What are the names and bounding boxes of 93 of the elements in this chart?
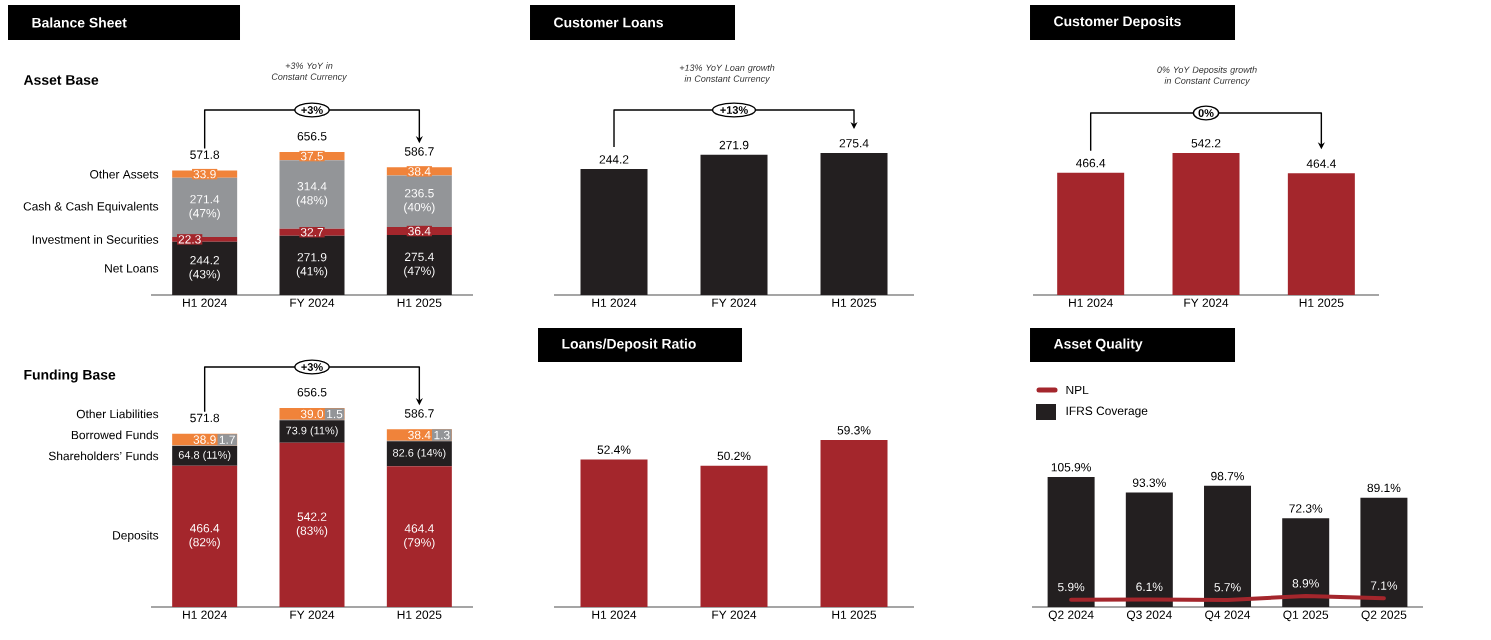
data-label: 1.7 — [219, 435, 235, 444]
series-label: Shareholders’ Funds — [48, 451, 159, 461]
data-label: 271.4 (47%) — [189, 195, 220, 220]
series-label: Other Assets — [90, 169, 159, 179]
x-tick-label: H1 2024 — [592, 610, 637, 619]
data-label: 542.2 (83%) — [296, 512, 328, 538]
data-label: 33.9 — [193, 169, 216, 179]
data-label: 466.4 (82%) — [189, 523, 220, 549]
data-label: 37.5 — [300, 151, 324, 161]
data-label: 542.2 — [1191, 139, 1221, 148]
data-label: 466.4 — [1076, 158, 1106, 168]
x-tick-label: FY 2024 — [1184, 298, 1229, 307]
legend-label: IFRS Coverage — [1066, 406, 1148, 418]
data-label: 1.5 — [327, 409, 343, 419]
chart-title: Loans/Deposit Ratio — [562, 338, 696, 352]
x-tick-label: H1 2025 — [832, 610, 877, 619]
total-label: 656.5 — [297, 388, 327, 397]
x-tick-label: Q3 2024 — [1126, 610, 1172, 622]
x-tick-label: FY 2024 — [290, 610, 335, 619]
data-label: 93.3% — [1132, 478, 1166, 487]
data-label: 271.9 — [719, 140, 749, 150]
chart-title: Customer Deposits — [1054, 15, 1181, 29]
data-label: 38.4 — [408, 167, 431, 176]
total-label: 586.7 — [404, 147, 434, 156]
data-label: 98.7% — [1211, 471, 1245, 481]
total-label: 586.7 — [404, 409, 434, 418]
data-label: 22.3 — [178, 235, 201, 244]
chart-subtitle: Asset Base — [23, 75, 99, 85]
x-tick-label: FY 2024 — [712, 610, 757, 619]
chart-title: Asset Quality — [1053, 338, 1143, 352]
text: +3% — [301, 363, 323, 371]
series-label: Deposits — [113, 530, 159, 542]
series-label: Other Liabilities — [76, 409, 159, 419]
text: 0% YoY Deposits growth in Constant Currency — [1157, 66, 1257, 86]
x-tick-label: H1 2024 — [183, 610, 227, 619]
data-label: 275.4 (47%) — [404, 252, 435, 278]
x-tick-label: H1 2024 — [592, 298, 637, 307]
x-tick-label: H1 2025 — [397, 298, 442, 307]
x-tick-label: Q2 2025 — [1361, 610, 1407, 622]
chart-subtitle: Funding Base — [24, 369, 116, 383]
data-label: 52.4% — [597, 445, 631, 454]
legend-label: Investment in Securities — [32, 234, 159, 244]
data-label: 72.3% — [1289, 504, 1323, 513]
chart-title: Balance Sheet — [32, 17, 127, 28]
x-tick-label: H1 2025 — [397, 610, 442, 619]
total-label: 656.5 — [297, 132, 327, 141]
series-label: Net Loans — [105, 264, 159, 273]
data-label: 105.9% — [1051, 463, 1091, 472]
data-label: 89.1% — [1367, 483, 1401, 493]
text: +13% YoY Loan growth in Constant Currency — [679, 64, 775, 84]
data-label: 5.7% — [1214, 583, 1241, 592]
x-tick-label: Q1 2025 — [1283, 610, 1329, 622]
data-label: 50.2% — [717, 451, 751, 461]
data-label: 59.3% — [837, 426, 871, 435]
data-label: 32.7 — [300, 227, 324, 237]
total-label: 571.8 — [190, 413, 220, 423]
data-label: 1.3 — [434, 430, 450, 440]
x-tick-label: FY 2024 — [712, 298, 757, 307]
data-label: 5.9% — [1057, 582, 1085, 592]
data-label: 464.4 — [1306, 159, 1336, 168]
text: +3% — [301, 106, 323, 114]
chart-title: Customer Loans — [554, 17, 663, 28]
data-label: 6.1% — [1136, 582, 1163, 591]
data-label: 8.9% — [1292, 579, 1319, 588]
data-label: 39.0 — [300, 409, 324, 419]
data-label: 464.4 (79%) — [404, 524, 435, 549]
series-label: Borrowed Funds — [71, 430, 159, 440]
x-tick-label: H1 2024 — [1069, 298, 1113, 307]
series-label: Cash & Cash Equivalents — [23, 201, 159, 213]
x-tick-label: FY 2024 — [290, 298, 335, 307]
text: +13% — [720, 106, 748, 114]
x-tick-label: H1 2024 — [183, 298, 227, 307]
data-label: 73.9 (11%) — [286, 426, 338, 437]
data-label: 64.8 (11%) — [178, 450, 231, 461]
data-label: 38.9 — [193, 435, 216, 444]
data-label: 314.4 (48%) — [296, 182, 328, 207]
x-tick-label: H1 2025 — [832, 298, 877, 307]
data-label: 7.1% — [1370, 581, 1398, 590]
x-tick-label: Q2 2024 — [1048, 610, 1094, 622]
data-label: 271.9 (41%) — [296, 253, 328, 278]
text: +3% YoY in Constant Currency — [271, 62, 348, 82]
total-label: 571.8 — [190, 150, 220, 159]
data-label: 36.4 — [408, 226, 431, 236]
x-tick-label: Q4 2024 — [1205, 610, 1251, 622]
data-label: 236.5 (40%) — [404, 188, 435, 214]
data-label: 244.2 — [599, 155, 629, 164]
data-label: 244.2 (43%) — [189, 256, 220, 281]
data-label: 82.6 (14%) — [393, 448, 446, 459]
data-label: 38.4 — [408, 430, 431, 440]
x-tick-label: H1 2025 — [1299, 298, 1344, 307]
legend-label: NPL — [1066, 385, 1089, 395]
text: 0% — [1198, 109, 1214, 117]
data-label: 275.4 — [839, 139, 869, 148]
